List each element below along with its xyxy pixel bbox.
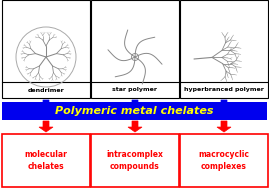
- Bar: [2, 102, 267, 120]
- Text: molecular
chelates: molecular chelates: [24, 150, 68, 171]
- Text: hyperbranced polymer: hyperbranced polymer: [184, 88, 264, 92]
- Bar: [2, 134, 90, 187]
- Text: intracomplex
compounds: intracomplex compounds: [107, 150, 164, 171]
- Text: dendrimer: dendrimer: [28, 88, 64, 92]
- Text: star polymer: star polymer: [112, 88, 158, 92]
- Polygon shape: [128, 100, 142, 112]
- Polygon shape: [217, 100, 231, 112]
- Bar: [91, 0, 179, 98]
- Text: macrocyclic
complexes: macrocyclic complexes: [199, 150, 250, 171]
- Polygon shape: [128, 121, 142, 132]
- Polygon shape: [39, 121, 53, 132]
- Bar: [91, 134, 179, 187]
- Bar: [180, 134, 268, 187]
- Polygon shape: [217, 121, 231, 132]
- Bar: [2, 0, 90, 98]
- Bar: [180, 0, 268, 98]
- Polygon shape: [39, 100, 53, 112]
- Text: Polymeric metal chelates: Polymeric metal chelates: [55, 106, 214, 116]
